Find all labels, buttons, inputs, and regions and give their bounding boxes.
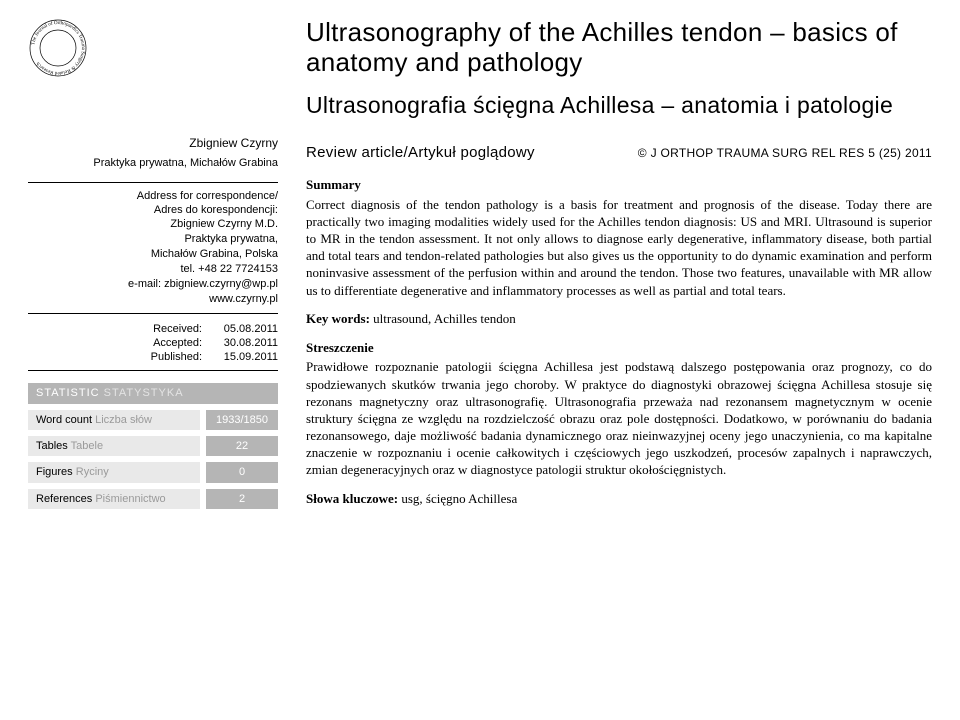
stat-value: 22 bbox=[206, 436, 278, 456]
correspondence-phone: tel. +48 22 7724153 bbox=[28, 262, 278, 277]
page: The Journal of Orthopaedics Trauma Surge… bbox=[0, 0, 960, 527]
streszczenie-keywords: Słowa kluczowe: usg, ścięgno Achillesa bbox=[306, 491, 932, 508]
svg-text:The Journal of Orthopaedics Tr: The Journal of Orthopaedics Trauma Surge… bbox=[31, 21, 85, 75]
stat-label-en: Tables bbox=[36, 440, 68, 452]
stat-row: Word count Liczba słów 1933/1850 bbox=[28, 410, 278, 430]
stat-row: Tables Tabele 22 bbox=[28, 436, 278, 456]
correspondence-name: Zbigniew Czyrny M.D. bbox=[28, 217, 278, 232]
accepted-label: Accepted: bbox=[132, 336, 202, 350]
stat-value: 2 bbox=[206, 489, 278, 509]
stat-label: Figures Ryciny bbox=[28, 462, 200, 482]
author-name: Zbigniew Czyrny bbox=[28, 136, 278, 152]
dates-block: Received: 05.08.2011 Accepted: 30.08.201… bbox=[28, 322, 278, 365]
sidebar: The Journal of Orthopaedics Trauma Surge… bbox=[28, 18, 278, 509]
statistic-heading: STATISTIC STATYSTYKA bbox=[28, 383, 278, 403]
correspondence-web: www.czyrny.pl bbox=[28, 292, 278, 307]
streszczenie-heading: Streszczenie bbox=[306, 340, 932, 357]
stat-value: 0 bbox=[206, 462, 278, 482]
keywords-label-pl: Słowa kluczowe: bbox=[306, 491, 398, 506]
review-line: Review article/Artykuł poglądowy © J ORT… bbox=[306, 143, 932, 163]
stat-label-pl: Ryciny bbox=[76, 466, 109, 478]
divider bbox=[28, 370, 278, 371]
article-title-en: Ultrasonography of the Achilles tendon –… bbox=[306, 18, 932, 78]
stat-label: Tables Tabele bbox=[28, 436, 200, 456]
keywords-pl: usg, ścięgno Achillesa bbox=[398, 491, 517, 506]
correspondence-label-en: Address for correspondence/ bbox=[28, 189, 278, 203]
published-label: Published: bbox=[132, 350, 202, 364]
article-title-pl: Ultrasonografia ścięgna Achillesa – anat… bbox=[306, 92, 932, 120]
correspondence-email: e-mail: zbigniew.czyrny@wp.pl bbox=[28, 277, 278, 292]
stat-value: 1933/1850 bbox=[206, 410, 278, 430]
seal-text: The Journal of Orthopaedics Trauma Surge… bbox=[31, 21, 85, 75]
stat-label-pl: Piśmiennictwo bbox=[95, 493, 165, 505]
received-label: Received: bbox=[132, 322, 202, 336]
keywords-label-en: Key words: bbox=[306, 311, 370, 326]
divider bbox=[28, 182, 278, 183]
stat-label-en: Figures bbox=[36, 466, 73, 478]
streszczenie-body: Prawidłowe rozpoznanie patologii ścięgna… bbox=[306, 358, 932, 478]
summary-heading: Summary bbox=[306, 177, 932, 194]
stat-label-en: References bbox=[36, 493, 92, 505]
journal-seal-icon: The Journal of Orthopaedics Trauma Surge… bbox=[28, 18, 88, 78]
stat-label-pl: Liczba słów bbox=[95, 414, 152, 426]
article-type-label: Review article/Artykuł poglądowy bbox=[306, 143, 535, 163]
summary-keywords: Key words: ultrasound, Achilles tendon bbox=[306, 311, 932, 328]
spacer bbox=[306, 328, 932, 340]
stat-label-pl: Tabele bbox=[71, 440, 103, 452]
stat-row: References Piśmiennictwo 2 bbox=[28, 489, 278, 509]
published-date: 15.09.2011 bbox=[210, 350, 278, 364]
journal-reference: © J ORTHOP TRAUMA SURG REL RES 5 (25) 20… bbox=[638, 146, 932, 162]
stat-label-en: Word count bbox=[36, 414, 92, 426]
stat-head-pl: STATYSTYKA bbox=[104, 387, 184, 399]
received-date: 05.08.2011 bbox=[210, 322, 278, 336]
correspondence-city: Michałów Grabina, Polska bbox=[28, 247, 278, 262]
accepted-date: 30.08.2011 bbox=[210, 336, 278, 350]
summary-body: Correct diagnosis of the tendon patholog… bbox=[306, 196, 932, 299]
stat-label: Word count Liczba słów bbox=[28, 410, 200, 430]
author-affiliation: Praktyka prywatna, Michałów Grabina bbox=[28, 156, 278, 170]
stat-head-en: STATISTIC bbox=[36, 387, 100, 399]
divider bbox=[28, 313, 278, 314]
stat-row: Figures Ryciny 0 bbox=[28, 462, 278, 482]
correspondence-affil: Praktyka prywatna, bbox=[28, 232, 278, 247]
correspondence-label-pl: Adres do korespondencji: bbox=[28, 203, 278, 217]
stat-label: References Piśmiennictwo bbox=[28, 489, 200, 509]
keywords-en: ultrasound, Achilles tendon bbox=[370, 311, 516, 326]
main-column: Ultrasonography of the Achilles tendon –… bbox=[306, 18, 932, 509]
